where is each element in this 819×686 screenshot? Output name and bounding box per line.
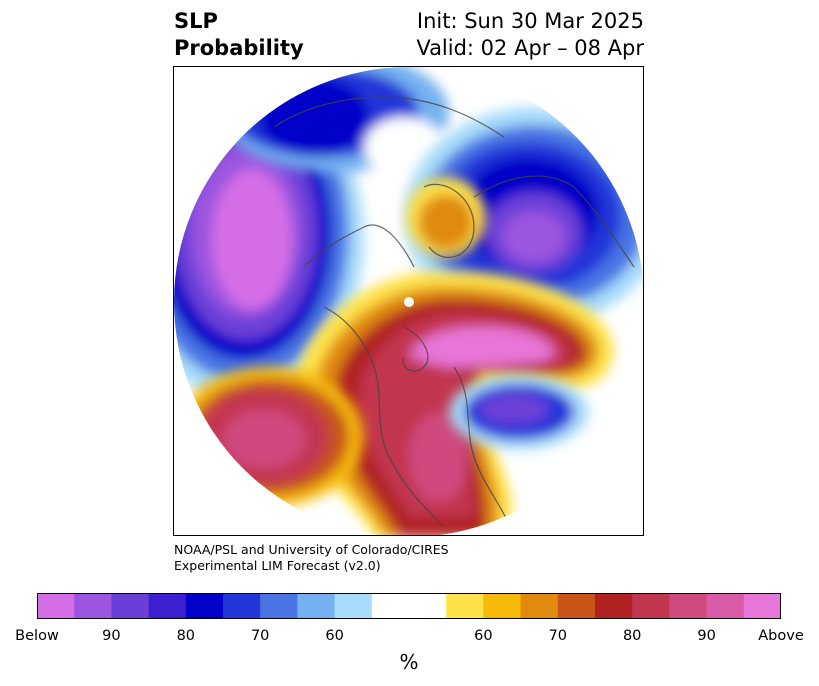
colorbar-swatch [632,593,670,619]
title-variable: SLP [174,9,218,33]
title-right: Init: Sun 30 Mar 2025 Valid: 02 Apr – 08… [416,8,644,62]
colorbar-tick-label: 60 [325,628,344,644]
colorbar-swatch [595,593,633,619]
colorbar-swatch [409,593,447,619]
colorbar-tick-label: 80 [176,628,196,644]
colorbar-unit: % [399,650,419,674]
atlantic-low-region [449,374,589,450]
title-field: Probability [174,36,304,60]
credit-line-2: Experimental LIM Forecast (v2.0) [174,558,381,573]
colorbar-swatch [706,593,745,619]
coastlines [273,96,635,535]
colorbar-border [37,593,781,619]
colorbar-swatch [371,593,410,619]
colorbar [37,593,781,619]
east-low-region [404,107,643,327]
colorbar-tick-label: Above [758,628,804,644]
colorbar-swatch [446,593,484,619]
colorbar-swatch [743,593,781,619]
probability-map [174,67,643,535]
colorbar-swatch [483,593,522,619]
colorbar-swatch [37,593,75,619]
colorbar-tick-label: 90 [102,628,121,644]
colorbar-tick-label: 70 [250,628,270,644]
colorbar-swatch [520,593,559,619]
colorbar-swatch [111,593,150,619]
colorbar-tick-label: 80 [622,628,642,644]
valid-range: Valid: 02 Apr – 08 Apr [416,36,644,60]
colorbar-swatch [557,593,596,619]
title-left: SLP Probability [174,8,304,62]
colorbar-swatch [260,593,298,619]
colorbar-tick-label: 70 [548,628,568,644]
credit-text: NOAA/PSL and University of Colorado/CIRE… [174,542,449,574]
init-date: Init: Sun 30 Mar 2025 [416,9,644,33]
greenland-high-region [406,177,486,257]
credit-line-1: NOAA/PSL and University of Colorado/CIRE… [174,542,449,557]
north-pole-marker [404,297,414,307]
colorbar-swatch [74,593,112,619]
colorbar-tick-label: 90 [697,628,716,644]
colorbar-swatch [148,593,187,619]
colorbar-swatch [185,593,224,619]
colorbar-swatch [334,593,373,619]
colorbar-swatch [669,593,708,619]
map-panel [173,66,644,536]
southwest-high-region [174,367,364,507]
colorbar-swatch [297,593,336,619]
colorbar-swatch [223,593,261,619]
colorbar-tick-label: 60 [474,628,493,644]
colorbar-tick-label: Below [15,628,59,644]
